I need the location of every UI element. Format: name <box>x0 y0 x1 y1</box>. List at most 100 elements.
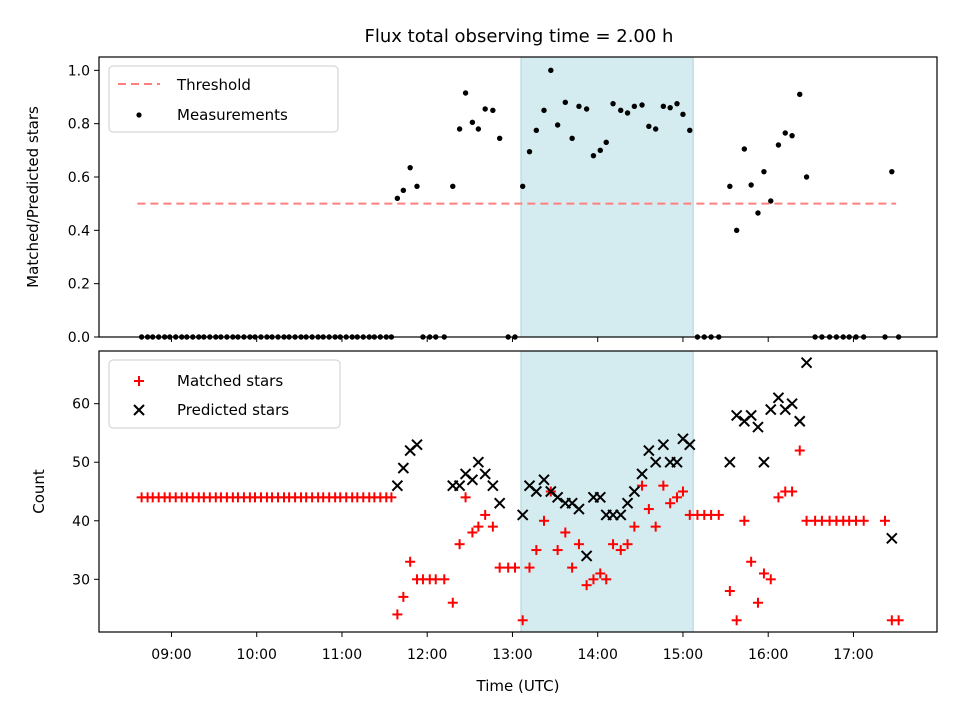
predicted-star-stroke-b <box>643 444 655 457</box>
matched-star-point <box>615 545 626 556</box>
bottom-panel: 30 40 50 60 09:00 10:00 11:00 12:00 13:00 14:00 1… <box>30 350 938 695</box>
predicted-star-stroke-b <box>615 509 627 521</box>
predicted-star-point <box>453 479 466 492</box>
measurement-point <box>541 107 547 114</box>
matched-star-point <box>671 492 682 503</box>
predicted-star-stroke-b <box>752 421 764 433</box>
predicted-star-point <box>493 497 506 509</box>
predicted-star-point <box>411 438 423 451</box>
predicted-star-stroke-b <box>466 474 479 486</box>
bottom-y-tick-label: 60 <box>72 397 90 413</box>
matched-star-point <box>560 527 571 538</box>
measurement-point <box>789 132 795 139</box>
measurement-point <box>554 122 561 128</box>
measurement-point <box>624 110 631 116</box>
x-tick-label: 09:00 <box>151 647 191 663</box>
matched-star-point <box>622 539 633 550</box>
bottom-y-axis-label: Count <box>30 469 48 514</box>
predicted-star-stroke-b <box>516 509 529 521</box>
matched-star-point <box>386 492 397 503</box>
matched-star-point <box>473 521 484 532</box>
predicted-star-point <box>758 456 770 468</box>
predicted-star-stroke-b <box>886 532 898 545</box>
top-y-tick-label: 0.8 <box>68 117 90 133</box>
predicted-star-stroke-b <box>772 392 785 404</box>
predicted-star-stroke-b <box>794 415 806 427</box>
measurement-point <box>562 99 569 106</box>
top-y-axis-label: Matched/Predicted stars <box>24 106 42 288</box>
measurement-point <box>797 91 803 98</box>
measurement-point <box>456 126 463 132</box>
matched-star-point <box>573 539 584 550</box>
measurement-point <box>660 103 667 110</box>
predicted-star-point <box>636 468 648 480</box>
measurement-point <box>761 168 767 175</box>
x-tick-label: 12:00 <box>407 647 447 663</box>
matched-star-point <box>713 509 724 520</box>
measurement-point <box>533 127 540 134</box>
predicted-star-point <box>628 485 641 498</box>
matched-star-point <box>494 562 505 573</box>
bottom-y-tick-label: 50 <box>72 455 90 471</box>
predicted-star-stroke-b <box>724 456 736 468</box>
predicted-star-stroke-b <box>628 485 641 498</box>
legend-matched-swatch <box>134 376 144 386</box>
predicted-star-stroke-b <box>657 438 670 451</box>
matched-star-point <box>487 521 498 532</box>
measurement-point <box>569 135 575 142</box>
predicted-star-stroke-b <box>573 503 585 515</box>
top-y-ticks: 0.0 0.2 0.4 0.6 0.8 1.0 <box>68 63 99 346</box>
matched-star-point <box>658 480 669 491</box>
predicted-star-point <box>466 474 479 486</box>
matched-star-point <box>773 492 784 503</box>
measurement-point <box>748 182 754 188</box>
measurement-point <box>687 127 693 134</box>
measurement-point <box>727 183 733 190</box>
predicted-star-stroke-b <box>411 438 423 451</box>
predicted-star-point <box>615 509 627 521</box>
measurement-point <box>469 119 476 126</box>
matched-star-point <box>893 615 904 626</box>
measurement-point <box>674 100 680 107</box>
predicted-star-stroke-b <box>479 468 491 480</box>
predicted-star-point <box>594 491 606 504</box>
predicted-star-stroke-b <box>745 409 757 422</box>
x-tick-label: 15:00 <box>663 647 703 663</box>
measurement-point <box>603 139 609 146</box>
measurement-point <box>394 195 401 202</box>
matched-star-point <box>801 515 812 526</box>
predicted-star-stroke-b <box>765 403 777 416</box>
top-legend-box <box>108 65 339 133</box>
predicted-star-point <box>573 503 585 515</box>
top-y-tick-label: 0.0 <box>68 330 90 346</box>
predicted-star-point <box>621 497 634 509</box>
top-x-ticks <box>170 337 854 342</box>
measurement-point <box>755 210 761 216</box>
predicted-star-point <box>794 415 806 427</box>
x-tick-label: 16:00 <box>748 647 788 663</box>
predicted-star-stroke-b <box>472 456 485 468</box>
top-panel: 0.0 0.2 0.4 0.6 0.8 1.0 Matched/Predicted sta… <box>24 56 938 346</box>
measurement-point <box>407 164 413 171</box>
predicted-star-stroke-b <box>391 479 404 492</box>
predicted-star-stroke-b <box>684 438 696 451</box>
measurement-point <box>610 100 616 107</box>
x-axis-label: Time (UTC) <box>476 677 560 695</box>
matched-star-point <box>531 545 542 556</box>
legend-predicted-stroke-b <box>133 404 145 416</box>
top-y-tick-label: 0.6 <box>68 170 90 186</box>
bottom-x-ticks: 09:00 10:00 11:00 12:00 13:00 14:00 15:00 16:00… <box>151 632 874 663</box>
measurement-point <box>583 106 590 112</box>
measurement-point <box>782 130 788 136</box>
predicted-star-stroke-b <box>566 497 578 509</box>
legend-measurement-label: Measurements <box>177 106 288 124</box>
measurement-point <box>400 187 407 194</box>
predicted-star-point <box>772 392 785 404</box>
predicted-star-point <box>479 468 491 480</box>
legend-matched-label: Matched stars <box>177 372 283 390</box>
measurement-point <box>667 104 673 111</box>
x-tick-label: 11:00 <box>322 647 362 663</box>
matched-star-point <box>879 515 890 526</box>
bottom-legend: Matched stars Predicted stars <box>108 359 341 429</box>
predicted-star-stroke-b <box>453 479 466 492</box>
